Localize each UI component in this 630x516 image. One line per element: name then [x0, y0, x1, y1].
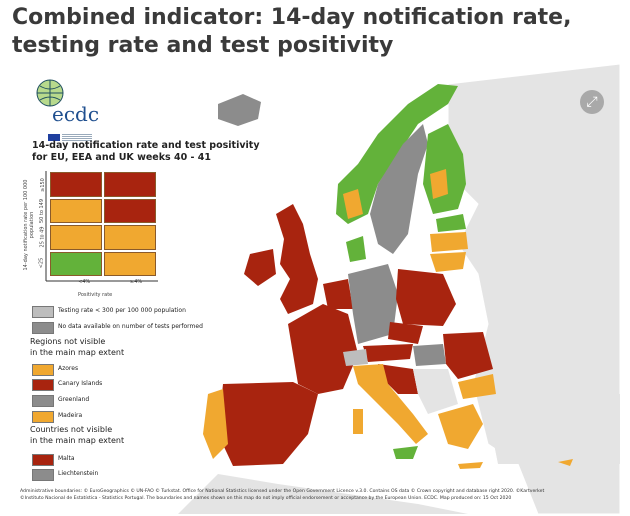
country-greece — [438, 404, 483, 449]
legend-azores: Azores — [58, 365, 79, 372]
country-croatia-slovenia — [378, 364, 418, 394]
region-balkans — [413, 369, 458, 414]
swatch-testing-low — [32, 306, 54, 318]
country-cyprus — [558, 459, 573, 466]
legend-liechtenstein: Liechtenstein — [58, 470, 99, 477]
country-italy — [353, 364, 428, 444]
country-switzerland — [343, 349, 368, 366]
globe-icon — [36, 79, 64, 107]
legend-matrix-cell — [104, 251, 156, 276]
legend-title: 14-day notification rate and test positi… — [32, 140, 260, 164]
page-title: Combined indicator: 14-day notification … — [12, 5, 572, 58]
europe-map[interactable] — [18, 64, 620, 514]
region-north-africa — [178, 474, 468, 514]
legend-matrix-cell — [104, 225, 156, 250]
axis-arrows — [45, 171, 158, 282]
y-axis-label: 14-day notification rate per 100 000 pop… — [23, 179, 35, 271]
ecdc-logo-text: ecdc — [52, 102, 100, 126]
legend-matrix-cell — [50, 251, 102, 276]
country-portugal — [203, 389, 228, 459]
x-axis-label: Positivity rate — [78, 292, 113, 298]
legend-matrix-cell — [50, 198, 102, 223]
country-ireland — [244, 249, 276, 286]
credits-line1: Administrative boundaries: © EuroGeograp… — [20, 489, 545, 494]
region-finland-orange — [430, 169, 448, 199]
swatch-canary — [32, 379, 54, 391]
legend-madeira: Madeira — [58, 412, 83, 419]
country-estonia — [436, 214, 466, 232]
legend-matrix — [50, 172, 156, 276]
eu-flag-icon — [48, 134, 60, 141]
legend-title-line1: 14-day notification rate and test positi… — [32, 140, 260, 151]
countries-heading: Countries not visible in the main map ext… — [30, 424, 124, 446]
swatch-no-data — [32, 322, 54, 334]
country-germany — [348, 264, 398, 344]
country-poland — [396, 269, 456, 326]
legend-malta: Malta — [58, 455, 75, 462]
swatch-azores — [32, 364, 54, 376]
x-tick: ≥4% — [130, 279, 143, 285]
legend-canary: Canary Islands — [58, 380, 103, 387]
country-austria — [363, 344, 413, 362]
country-bulgaria — [458, 374, 496, 399]
swatch-malta — [32, 454, 54, 466]
regions-heading: Regions not visible in the main map exten… — [30, 336, 124, 358]
x-tick: <4% — [78, 279, 91, 285]
legend-no-data: No data available on number of tests per… — [58, 323, 203, 330]
country-sardinia — [353, 409, 363, 434]
country-hungary — [413, 344, 446, 366]
region-norway-orange — [343, 189, 363, 219]
country-iceland — [218, 94, 261, 126]
country-spain — [218, 382, 318, 466]
legend-testing-low: Testing rate < 300 per 100 000 populatio… — [58, 307, 186, 314]
swatch-liechtenstein — [32, 469, 54, 481]
country-uk — [276, 204, 318, 314]
ecdc-subtitle — [62, 134, 92, 141]
swatch-greenland — [32, 395, 54, 407]
country-france — [288, 304, 358, 394]
region-turkey — [488, 394, 620, 464]
legend-greenland: Greenland — [58, 396, 90, 403]
legend-matrix-cell — [50, 172, 102, 197]
country-latvia — [430, 232, 468, 252]
map-frame[interactable]: ecdc 14-day notification rate and test p… — [18, 64, 620, 514]
legend-matrix-cell — [104, 198, 156, 223]
country-lithuania — [430, 252, 466, 272]
legend-matrix-cell — [104, 172, 156, 197]
expand-icon[interactable]: ⤢ — [580, 90, 604, 114]
legend-matrix-cell — [50, 225, 102, 250]
country-denmark — [346, 236, 366, 262]
countries-heading-1: Countries not visible — [30, 425, 113, 434]
swatch-madeira — [32, 411, 54, 423]
country-sweden — [370, 124, 428, 254]
ecdc-logo: ecdc — [30, 78, 110, 141]
countries-heading-2: in the main map extent — [30, 436, 125, 445]
legend-title-line2: for EU, EEA and UK weeks 40 - 41 — [32, 152, 212, 163]
country-romania — [443, 332, 493, 379]
country-crete — [458, 462, 483, 469]
country-benelux — [323, 279, 353, 309]
credits-line2: ©Instituto Nacional de Estatística - Sta… — [20, 496, 512, 501]
regions-heading-2: in the main map extent — [30, 348, 125, 357]
country-czechia — [388, 322, 423, 344]
map-credits: Administrative boundaries: © EuroGeograp… — [20, 488, 620, 502]
country-sicily — [393, 446, 418, 459]
regions-heading-1: Regions not visible — [30, 337, 106, 346]
